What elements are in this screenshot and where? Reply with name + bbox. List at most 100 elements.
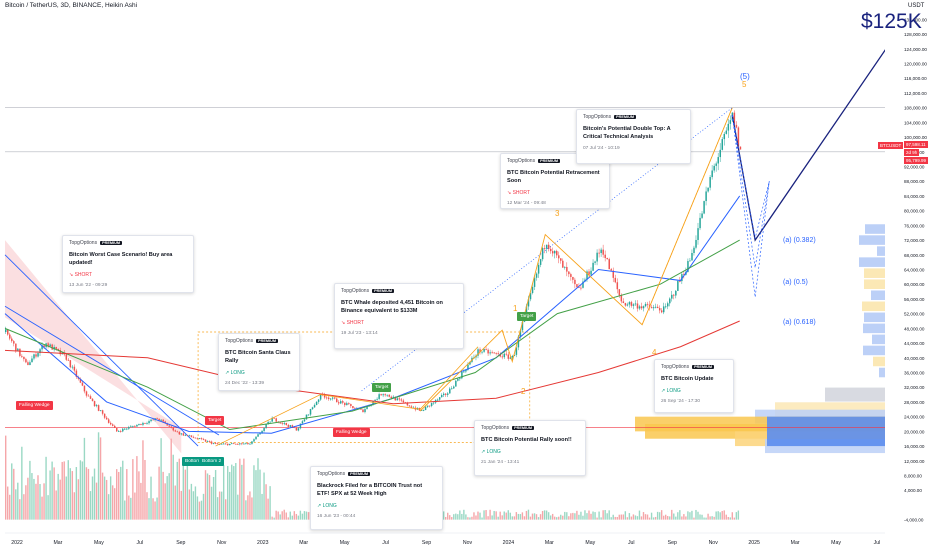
candle-body [55,346,57,349]
candle-body [656,306,659,309]
volume-bar [227,466,229,520]
candle-body [634,303,637,305]
candle-body [717,157,719,164]
idea-card[interactable]: TopgOptions PREMIUM BTC Bitcoin Potential… [474,420,586,476]
volume-bar [281,511,283,520]
candle-body [697,228,699,240]
volume-bar [598,511,600,520]
volume-bar [73,492,76,520]
volume-bar [531,513,534,520]
y-tick-label: 76,000.00 [904,223,925,228]
volume-bar [130,497,132,520]
volume-bar [562,515,564,520]
candle-body [168,425,170,427]
wave-label: 2 [521,387,526,396]
candle-body [83,385,86,392]
candle-body [390,396,393,399]
volume-bar [473,512,475,520]
candle-body [622,301,625,304]
volume-bar [307,512,310,520]
volume-bar [691,510,693,520]
volume-bar [681,516,683,520]
volume-bar [632,514,635,520]
volume-bar [126,469,128,520]
candle-body [693,247,695,254]
volume-bar [723,510,725,520]
x-tick-label: May [340,540,350,546]
candle-body [39,349,41,354]
candle-body [721,139,724,150]
volume-bar [662,515,665,520]
volume-bar [297,515,300,520]
volume-bar [483,510,485,520]
candle-body [303,419,306,422]
candle-body [243,443,245,445]
volume-bar [495,511,497,520]
candle-body [309,409,312,415]
volume-bar [711,516,713,520]
volume-bar [271,516,273,520]
volume-bar [677,512,679,520]
candle-body [73,366,76,371]
candle-body [535,273,538,278]
idea-card[interactable]: TopgOptions PREMIUM BTC Bitcoin Santa Cla… [218,333,300,391]
candle-body [41,345,43,350]
candle-body [549,248,552,252]
candle-body [588,271,590,275]
author-name: TopgOptions [341,288,370,294]
volume-bar [7,486,9,520]
candle-body [71,366,74,368]
idea-card[interactable]: TopgOptions PREMIUM Bitcoin Worst Case Sc… [62,235,194,293]
volume-bar [97,432,100,520]
candle-body [503,353,506,358]
candle-body [687,261,689,272]
idea-date: 24 Dec '22 - 13:39 [225,381,265,387]
candle-body [317,399,320,402]
candle-body [739,146,742,150]
volume-bar [715,511,717,520]
volume-bar [27,477,29,520]
candle-body [606,257,608,260]
candle-body [699,217,701,229]
candle-body [650,307,653,309]
idea-card[interactable]: TopgOptions PREMIUM Bitcoin's Potential D… [576,109,691,164]
volume-bar [636,516,639,520]
candle-body [35,354,37,357]
candle-body [85,391,88,396]
volume-bar [9,494,11,520]
x-tick-label: Sep [668,540,677,546]
volume-bar [146,492,148,520]
fib-projection-line [731,114,770,268]
volume-bar [545,510,548,520]
idea-date: 21 Jan '24 - 13:41 [481,460,520,466]
idea-card[interactable]: TopgOptions PREMIUM BTC Bitcoin Update ↗ … [654,359,734,413]
direction-long: ↗ LONG [661,388,681,395]
candle-body [57,348,59,351]
volume-bar [568,516,570,520]
volume-bar [168,473,170,520]
x-tick-label: Jul [628,540,635,546]
volume-bar [582,515,584,520]
volume-bar [612,514,614,520]
volume-bar [537,517,540,520]
candle-body [27,362,29,366]
idea-card[interactable]: TopgOptions PREMIUM Blackrock Filed for a… [310,466,443,530]
volume-bar [233,466,235,520]
volume-bar [453,514,455,520]
volume-bar [572,512,574,520]
candle-body [43,345,45,348]
volume-bar [186,462,189,520]
candle-body [689,260,691,262]
y-tick-label: 32,000.00 [904,385,925,390]
volume-bar [519,514,522,520]
candle-body [15,343,17,351]
volume-bar [37,475,39,520]
volume-bar [594,512,596,520]
volume-bar [656,511,659,520]
candle-body [562,260,564,268]
candle-body [658,308,661,311]
volume-bar [79,460,82,520]
volume-bar [206,473,209,520]
idea-card[interactable]: TopgOptions PREMIUM BTC Whale deposited 4… [334,283,464,349]
